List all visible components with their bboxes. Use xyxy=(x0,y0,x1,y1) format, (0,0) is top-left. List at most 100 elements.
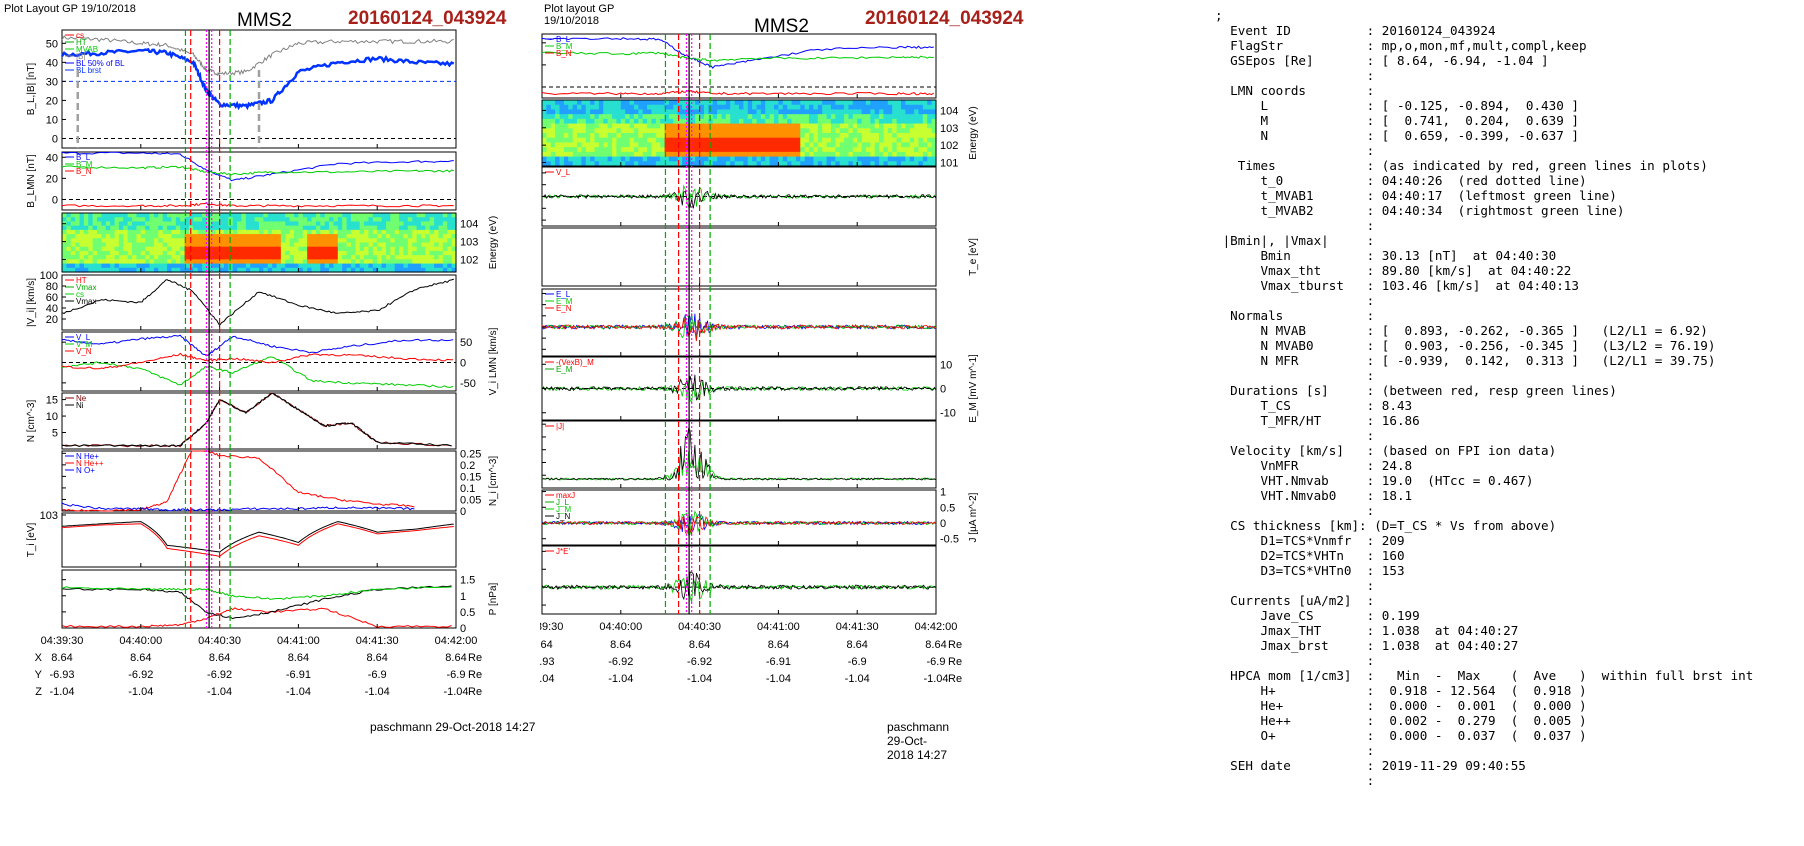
spectrogram-cell xyxy=(219,250,225,256)
spectrogram-cell xyxy=(673,128,679,134)
position-value: 8.64 xyxy=(366,652,387,664)
y-tick-label: 40 xyxy=(46,152,58,164)
spectrogram-cell xyxy=(184,267,190,273)
y-axis-label: B_LMN [nT] xyxy=(26,154,37,208)
spectrogram-cell xyxy=(263,217,269,223)
y-tick-label: 10 xyxy=(46,114,58,126)
spectrogram-cell xyxy=(390,263,396,269)
spectrogram-cell xyxy=(438,213,444,218)
spectrogram-cell xyxy=(153,238,159,244)
spectrogram-cell xyxy=(887,128,893,134)
y-tick-label: 20 xyxy=(46,95,58,107)
spectrogram-cell xyxy=(642,100,648,106)
spectrogram-cell xyxy=(114,267,120,273)
spectrogram-cell xyxy=(905,137,911,144)
spectrogram-cell xyxy=(633,114,639,120)
spectrogram-cell xyxy=(202,242,208,248)
spectrogram-cell xyxy=(874,133,880,139)
spectrogram-cell xyxy=(197,255,203,260)
spectrogram-cell xyxy=(101,263,107,269)
spectrogram-cell xyxy=(642,123,648,129)
spectrogram-cell xyxy=(717,123,723,129)
spectrogram-cell xyxy=(364,225,370,231)
spectrogram-cell xyxy=(158,246,164,252)
spectrogram-cell xyxy=(381,263,387,269)
spectrogram-cell xyxy=(403,234,409,239)
spectrogram-cell xyxy=(289,259,295,265)
spectrogram-cell xyxy=(232,217,238,223)
spectrogram-cell xyxy=(429,229,435,235)
spectrogram-cell xyxy=(830,156,836,162)
spectrogram-cell xyxy=(320,213,326,218)
spectrogram-cell xyxy=(307,229,313,235)
legend-label: B_N xyxy=(556,49,572,58)
spectrogram-cell xyxy=(922,118,928,125)
spectrogram-cell xyxy=(101,246,107,252)
spectrogram-cell xyxy=(110,250,116,256)
spectrogram-cell xyxy=(403,263,409,269)
summary-line: D1=TCS*Vnmfr : 209 xyxy=(1215,533,1405,548)
spectrogram-cell xyxy=(315,250,321,256)
spectrogram-cell xyxy=(193,263,199,269)
spectrogram-cell xyxy=(390,221,396,227)
spectrogram-cell xyxy=(795,156,801,162)
spectrogram-cell xyxy=(350,267,356,273)
spectrogram-cell xyxy=(75,259,81,265)
spectrogram-cell xyxy=(813,114,819,120)
spectrogram-cell xyxy=(294,213,299,218)
spectrogram-cell xyxy=(294,267,299,273)
spectrogram-cell xyxy=(730,147,736,153)
spectrogram-cell xyxy=(835,142,841,148)
spectrogram-cell xyxy=(105,250,111,256)
spectrogram-cell xyxy=(616,114,622,120)
spectrogram-cell xyxy=(572,142,578,148)
spectrogram-cell xyxy=(909,142,915,148)
spectrogram-cell xyxy=(817,161,823,167)
spectrogram-cell xyxy=(870,156,876,162)
spectrogram-cell xyxy=(603,147,609,153)
spectrogram-cell xyxy=(158,238,164,244)
spectrogram-cell xyxy=(642,151,648,158)
summary-line: HPCA mom [1/cm3] : Min - Max ( Ave ) wit… xyxy=(1215,668,1754,683)
spectrogram-cell xyxy=(892,147,898,153)
position-value: -1.04 xyxy=(286,686,311,698)
spectrogram-cell xyxy=(800,137,806,144)
spectrogram-cell xyxy=(337,267,343,273)
spectrogram-cell xyxy=(668,104,674,111)
legend-label: E_N xyxy=(556,304,572,313)
spectrogram-cell xyxy=(651,151,657,158)
y-axis-label: Energy (eV) xyxy=(488,216,499,269)
spectrogram-cell xyxy=(822,109,828,115)
spectrogram-cell xyxy=(272,229,278,235)
spectrogram-cell xyxy=(132,238,138,244)
series-line xyxy=(61,356,454,388)
spectrogram-cell xyxy=(276,259,282,265)
spectrogram-cell xyxy=(223,255,229,260)
spectrogram-cell xyxy=(202,221,208,227)
spectrogram-cell xyxy=(568,118,574,125)
spectrogram-cell xyxy=(158,242,164,248)
spectrogram-cell xyxy=(870,104,876,111)
spectrogram-cell xyxy=(223,221,229,227)
spectrogram-cell xyxy=(918,118,924,125)
spectrogram-cell xyxy=(364,250,370,256)
spectrogram-cell xyxy=(905,104,911,111)
spectrogram-cell xyxy=(717,100,723,106)
y-tick-label: 104 xyxy=(460,219,478,231)
spectrogram-cell xyxy=(721,156,727,162)
spectrogram-cell xyxy=(311,259,317,265)
spectrogram-cell xyxy=(62,259,67,265)
spectrogram-cell xyxy=(682,142,688,148)
spectrogram-cell xyxy=(739,118,744,125)
spectrogram-cell xyxy=(158,259,164,265)
spectrogram-cell xyxy=(412,250,418,256)
spectrogram-cell xyxy=(132,229,138,235)
spectrogram-cell xyxy=(765,133,771,139)
spectrogram-cell xyxy=(791,123,797,129)
spectrogram-cell xyxy=(642,114,648,120)
spectrogram-cell xyxy=(355,242,361,248)
summary-line: SEH date : 2019-11-29 09:40:55 xyxy=(1215,758,1526,773)
spectrogram-cell xyxy=(809,100,815,106)
spectrogram-cell xyxy=(844,123,850,129)
